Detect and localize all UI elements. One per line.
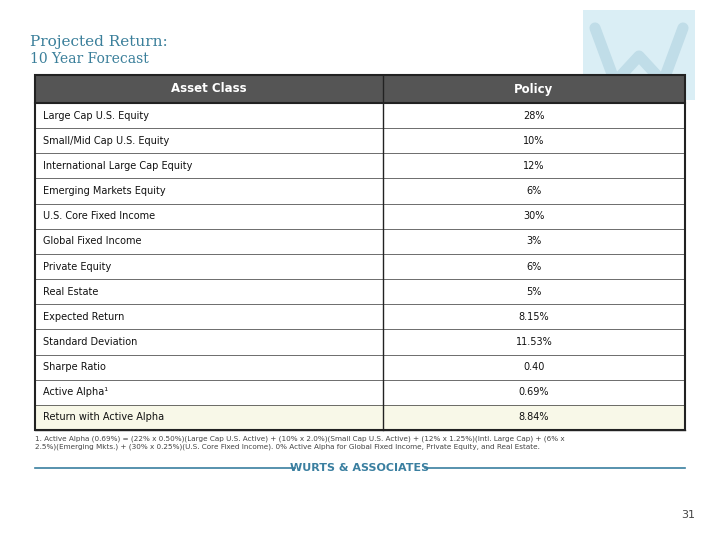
Text: Standard Deviation: Standard Deviation <box>43 337 138 347</box>
Text: Private Equity: Private Equity <box>43 261 112 272</box>
Text: Asset Class: Asset Class <box>171 83 247 96</box>
Text: 2.5%)(Emerging Mkts.) + (30% x 0.25%)(U.S. Core Fixed Income). 0% Active Alpha f: 2.5%)(Emerging Mkts.) + (30% x 0.25%)(U.… <box>35 443 540 449</box>
Text: Emerging Markets Equity: Emerging Markets Equity <box>43 186 166 196</box>
Text: International Large Cap Equity: International Large Cap Equity <box>43 161 192 171</box>
Text: 10%: 10% <box>523 136 544 146</box>
Text: 1. Active Alpha (0.69%) = (22% x 0.50%)(Large Cap U.S. Active) + (10% x 2.0%)(Sm: 1. Active Alpha (0.69%) = (22% x 0.50%)(… <box>35 435 564 442</box>
Text: Active Alpha¹: Active Alpha¹ <box>43 387 108 397</box>
Text: 0.40: 0.40 <box>523 362 544 372</box>
Text: Projected Return:: Projected Return: <box>30 35 168 49</box>
Text: Expected Return: Expected Return <box>43 312 125 322</box>
Text: 31: 31 <box>681 510 695 520</box>
Text: Small/Mid Cap U.S. Equity: Small/Mid Cap U.S. Equity <box>43 136 169 146</box>
Text: 0.69%: 0.69% <box>518 387 549 397</box>
Text: Policy: Policy <box>514 83 554 96</box>
Text: 30%: 30% <box>523 211 544 221</box>
Text: U.S. Core Fixed Income: U.S. Core Fixed Income <box>43 211 155 221</box>
Text: 12%: 12% <box>523 161 544 171</box>
Text: 11.53%: 11.53% <box>516 337 552 347</box>
Text: 6%: 6% <box>526 261 541 272</box>
Text: 8.15%: 8.15% <box>518 312 549 322</box>
Bar <box>35 75 685 103</box>
Bar <box>35 405 685 430</box>
Bar <box>35 75 685 430</box>
Text: WURTS & ASSOCIATES: WURTS & ASSOCIATES <box>290 463 430 473</box>
Text: Real Estate: Real Estate <box>43 287 99 296</box>
Text: 8.84%: 8.84% <box>518 413 549 422</box>
Text: 10 Year Forecast: 10 Year Forecast <box>30 52 149 66</box>
Text: 6%: 6% <box>526 186 541 196</box>
Bar <box>583 10 695 100</box>
Text: 28%: 28% <box>523 111 544 120</box>
Text: Large Cap U.S. Equity: Large Cap U.S. Equity <box>43 111 149 120</box>
Text: Global Fixed Income: Global Fixed Income <box>43 237 142 246</box>
Text: Sharpe Ratio: Sharpe Ratio <box>43 362 106 372</box>
Text: Return with Active Alpha: Return with Active Alpha <box>43 413 164 422</box>
Text: 3%: 3% <box>526 237 541 246</box>
Text: 5%: 5% <box>526 287 541 296</box>
